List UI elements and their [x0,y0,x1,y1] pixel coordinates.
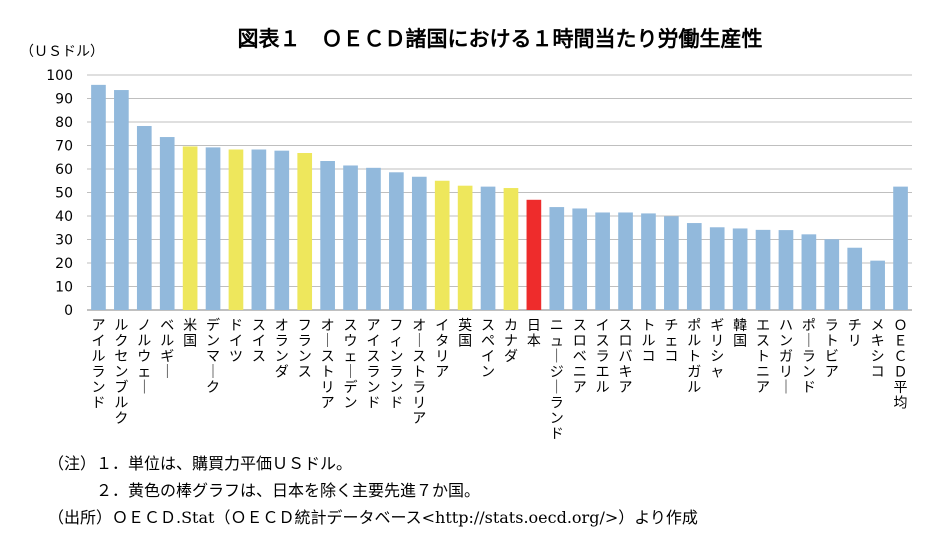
bar-13 [389,172,404,310]
bar-7 [251,149,267,310]
bar-19 [526,199,542,310]
x-tick-label: 韓国 [733,318,747,350]
bar-16 [457,185,473,310]
x-tick-label: スペイン [481,318,495,381]
x-tick-label: イスラエル [596,318,610,396]
bar-11 [343,165,358,310]
x-tick-label: スロバキア [619,318,633,396]
bar-8 [274,150,290,310]
y-tick-label: 80 [55,115,73,131]
bar-1 [114,90,129,310]
note-unit: （注）１．単位は、購買力平価ＵＳドル。 [48,454,353,473]
x-tick-label: チリ [848,318,862,350]
x-tick-label: ノルウェ｜ [137,318,151,396]
bar-3 [159,137,175,310]
bar-12 [366,167,381,310]
x-tick-label: イタリア [435,318,449,381]
x-tick-label: アイスランド [366,318,380,412]
bar-5 [205,147,221,310]
bar-32 [824,239,840,310]
x-tick-label: フランス [298,318,312,381]
bar-14 [411,176,427,310]
bar-25 [664,216,679,310]
chart-notes: （注）１．単位は、購買力平価ＵＳドル。 ２．黄色の棒グラフは、日本を除く主要先進… [48,450,698,531]
x-tick-label: スウェ｜デン [344,318,358,412]
source-note: （出所）ＯＥＣＤ.Stat（ＯＥＣＤ統計データベース<http://stats.… [48,508,698,527]
bar-21 [572,208,588,310]
x-tick-label: ルクセンブルク [114,318,128,427]
bar-30 [778,230,794,310]
x-tick-label: 米国 [183,318,197,350]
x-tick-label: トルコ [641,318,655,365]
note-yellow-bars: ２．黄色の棒グラフは、日本を除く主要先進７か国。 [96,481,481,500]
x-tick-label: ベルギ｜ [160,318,174,381]
bar-18 [503,188,519,310]
x-tick-label: スイス [252,318,266,365]
y-tick-label: 40 [55,209,73,225]
x-tick-label: チェコ [664,318,678,365]
x-tick-label: ポ｜ランド [802,318,816,396]
x-tick-label: オランダ [275,318,289,381]
bar-26 [686,223,702,310]
bar-17 [480,186,496,310]
x-tick-label: ポルトガル [687,318,701,396]
bar-20 [549,207,565,310]
bar-31 [801,234,817,310]
bar-33 [847,247,863,310]
bar-28 [732,228,748,310]
bar-34 [870,260,885,310]
bars [91,84,908,311]
bar-24 [641,213,656,310]
x-tick-label: ギリシャ [710,318,724,381]
x-tick-label: ラトビア [825,318,839,381]
x-tick-label: フィンランド [389,318,403,412]
bar-2 [136,125,152,311]
x-tick-label: ドイツ [229,318,243,365]
bar-4 [182,146,198,310]
bar-27 [709,227,725,310]
y-tick-label: 10 [55,280,73,296]
y-tick-label: 30 [55,233,73,249]
y-tick-label: 70 [55,139,73,155]
bar-22 [595,212,610,310]
chart-title: 図表１ ＯＥＣＤ諸国における１時間当たり労働生産性 [238,27,763,51]
x-tick-label: アイルランド [91,318,105,412]
x-tick-label: スロベニア [573,318,587,396]
y-axis-ticks: 0 10 20 30 40 50 60 70 80 90 100 [46,68,73,319]
bar-0 [91,84,106,311]
bar-15 [434,180,450,310]
x-tick-label: ニュ｜ジ｜ランド [550,318,564,443]
x-tick-label: オ｜ストラリア [412,318,426,427]
x-axis-labels: アイルランドルクセンブルクノルウェ｜ベルギ｜米国デンマ｜クドイツスイスオランダフ… [91,317,907,443]
bar-9 [297,153,313,310]
bar-35 [893,186,908,310]
y-tick-label: 90 [55,92,73,108]
bar-23 [618,212,633,310]
y-axis-label: （ＵＳドル） [20,44,104,60]
x-tick-label: オ｜ストリア [321,318,335,412]
x-tick-label: デンマ｜ク [206,317,220,396]
y-tick-label: 50 [55,186,73,202]
y-tick-label: 60 [55,162,73,178]
bar-6 [228,149,244,310]
x-tick-label: 英国 [458,317,472,350]
x-tick-label: ＯＥＣＤ平均 [894,318,908,412]
x-tick-label: ハンガリ｜ [779,318,793,396]
x-tick-label: エストニア [756,318,770,396]
bar-chart: 図表１ ＯＥＣＤ諸国における１時間当たり労働生産性 （ＵＳドル） 0 10 20 30… [20,27,912,443]
x-tick-label: カナダ [504,318,518,365]
bar-10 [320,161,335,310]
bar-29 [755,229,771,310]
x-tick-label: メキシコ [871,318,885,381]
y-tick-label: 0 [64,303,73,319]
y-tick-label: 100 [46,68,73,84]
x-tick-label: 日本 [527,318,541,350]
gridlines [87,74,912,311]
y-tick-label: 20 [55,256,73,272]
